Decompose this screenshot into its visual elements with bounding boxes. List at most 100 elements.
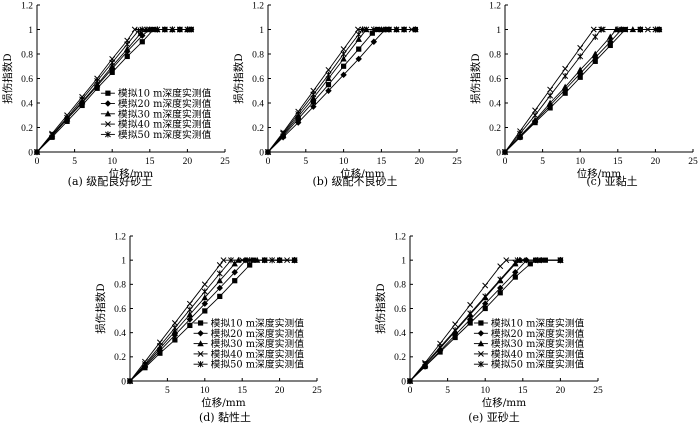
x-tick-label: 10 [200, 386, 210, 396]
data-point [79, 96, 86, 103]
legend-marker [104, 100, 112, 107]
data-point [340, 55, 347, 62]
legend-marker [197, 340, 204, 347]
panel-caption: (a) 级配良好砂土 [68, 174, 153, 188]
y-axis-label: 损伤指数D [232, 53, 245, 103]
data-point [355, 26, 361, 33]
x-tick-label: 20 [414, 157, 424, 167]
data-point [295, 119, 302, 126]
data-point [562, 90, 568, 96]
legend-entry: 模拟40 m深度实测值 [211, 347, 305, 360]
data-point [359, 26, 366, 33]
legend-entry: 模拟30 m深度实测值 [118, 107, 212, 120]
data-point [637, 26, 644, 33]
data-point [156, 342, 163, 350]
data-point [407, 377, 413, 385]
x-axis-label: 位移/mm [482, 396, 526, 409]
data-point [356, 46, 362, 52]
y-tick-label: 0.4 [114, 329, 126, 339]
data-point [184, 26, 191, 33]
data-point [577, 70, 584, 77]
y-tick-label: 0 [401, 377, 406, 387]
panel-caption: (c) 亚黏土 [586, 174, 637, 188]
x-axis-label: 位移/mm [340, 167, 384, 180]
data-point [527, 261, 533, 267]
x-tick-label: 15 [377, 157, 387, 167]
legend-entry: 模拟20 m深度实测值 [211, 327, 305, 340]
legend-marker [477, 361, 484, 368]
legend-marker [105, 90, 111, 96]
legend-marker [104, 121, 111, 128]
series-line [504, 29, 660, 153]
y-tick-label: 0.2 [21, 124, 33, 134]
y-tick-label: 0.2 [489, 124, 501, 134]
data-point [561, 83, 569, 90]
data-point [512, 274, 518, 280]
data-point [422, 360, 428, 368]
legend-entry: 模拟30 m深度实测值 [211, 337, 305, 350]
data-point [514, 257, 521, 264]
data-point [482, 300, 489, 307]
y-axis-label: 损伤指数D [94, 283, 107, 333]
data-point [547, 86, 554, 93]
series-line [267, 29, 405, 153]
data-point [171, 328, 179, 335]
data-point [482, 305, 488, 312]
x-tick-label: 20 [556, 386, 566, 396]
legend-marker [197, 320, 204, 326]
data-point [310, 103, 317, 110]
data-point [592, 50, 599, 57]
data-point [246, 257, 253, 264]
legend-marker [197, 361, 204, 368]
data-point [412, 26, 419, 33]
x-tick-label: 5 [303, 157, 308, 167]
y-tick-label: 0 [496, 148, 501, 158]
data-point [340, 50, 347, 58]
data-point [532, 107, 539, 114]
data-point [154, 26, 161, 33]
y-tick-label: 1.2 [252, 1, 264, 11]
y-tick-label: 0.8 [394, 281, 406, 291]
data-point [503, 257, 510, 264]
data-point [355, 35, 362, 42]
y-tick-label: 0.6 [394, 305, 406, 315]
x-tick-label: 5 [72, 157, 77, 167]
x-tick-label: 10 [107, 157, 117, 167]
data-point [135, 27, 142, 34]
chart-panel: 0 0.2 0.4 0.6 0.8 1 1.2 0 5 10 15 20 25 位移/mm 损伤指数D (b)… [232, 1, 462, 188]
legend-marker [104, 131, 111, 138]
data-point [592, 33, 599, 40]
x-axis-label: 位移/mm [109, 167, 153, 180]
data-point [562, 65, 569, 72]
y-tick-label: 0.2 [394, 353, 406, 363]
data-point [216, 270, 223, 277]
data-point [577, 53, 584, 60]
data-point [186, 311, 194, 318]
data-point [592, 58, 598, 64]
data-point [201, 294, 208, 301]
data-point [532, 112, 539, 119]
y-tick-label: 0 [28, 148, 33, 158]
data-point [355, 55, 362, 63]
data-point [482, 293, 489, 300]
y-tick-label: 0 [121, 377, 126, 387]
data-point [131, 26, 138, 33]
data-point [598, 26, 605, 33]
x-tick-label: 15 [237, 386, 247, 396]
x-tick-label: 10 [575, 157, 585, 167]
legend-marker [104, 110, 112, 117]
data-point [124, 41, 131, 48]
series-line [267, 29, 412, 153]
data-point [220, 257, 227, 264]
y-tick-label: 1.2 [489, 1, 501, 11]
data-point [467, 320, 473, 326]
y-tick-label: 0.6 [21, 75, 33, 85]
data-point [124, 53, 130, 60]
data-point [340, 46, 347, 53]
data-point [109, 62, 116, 69]
data-point [437, 344, 444, 351]
y-tick-label: 0.8 [21, 50, 33, 60]
data-point [139, 26, 146, 33]
x-tick-label: 25 [688, 157, 698, 167]
data-point [614, 26, 621, 33]
